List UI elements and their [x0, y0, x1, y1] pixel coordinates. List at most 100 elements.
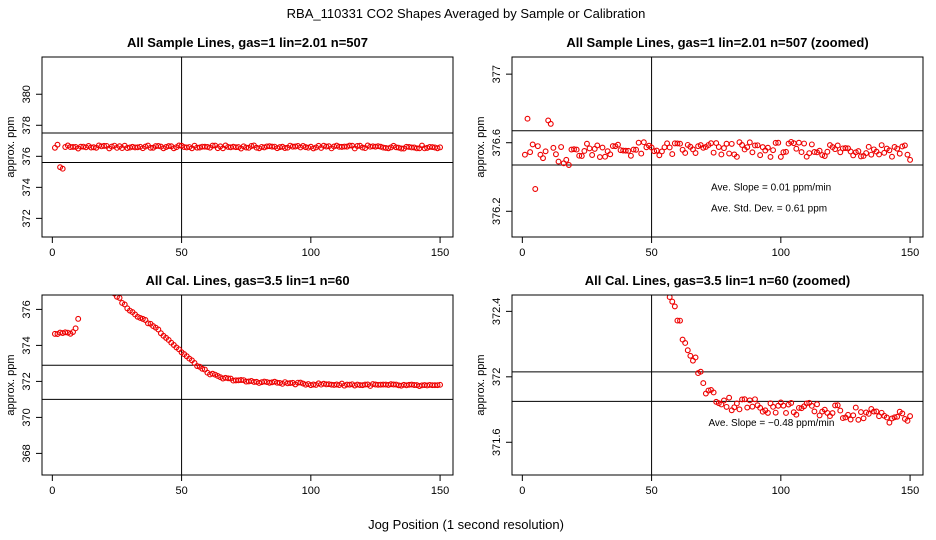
panel-3-points [666, 295, 914, 426]
panel-2-point-77 [251, 379, 257, 385]
panel-2-point-83 [266, 379, 273, 386]
panel-2-point-9 [75, 315, 82, 322]
panel-3-point-72 [852, 404, 859, 411]
panel-1-point-107 [798, 149, 805, 156]
panel-3-point-23 [726, 394, 733, 401]
panel-1-title: All Sample Lines, gas=1 lin=2.01 n=507 (… [566, 35, 868, 50]
panel-sample-lines-zoomed: All Sample Lines, gas=1 lin=2.01 n=507 (… [475, 35, 924, 259]
panel-3-point-49 [793, 411, 800, 418]
panel-1-point-42 [630, 146, 637, 153]
panel-2-point-79 [256, 380, 263, 386]
panel-1-point-96 [770, 147, 777, 154]
panel-1-point-22 [578, 153, 585, 159]
panel-3-point-27 [736, 406, 743, 413]
panel-0-point-22 [108, 143, 115, 150]
panel-0-ytick-label-1: 374 [21, 178, 33, 196]
panel-3-point-88 [894, 413, 901, 420]
panel-3-point-90 [899, 410, 906, 417]
panel-0-points [51, 141, 444, 172]
panel-1-point-61 [679, 146, 686, 153]
panel-1-point-36 [615, 141, 621, 148]
panel-3-point-50 [795, 404, 802, 411]
panel-3-point-56 [811, 408, 818, 415]
panel-1-point-14 [558, 144, 565, 150]
panel-1-point-55 [664, 140, 671, 147]
panel-2-point-18 [99, 280, 104, 285]
panel-1-point-53 [658, 148, 665, 155]
panel-3-point-65 [834, 402, 841, 409]
panel-0-point-134 [398, 145, 405, 152]
panel-0-point-146 [429, 144, 436, 150]
panel-1-ytick-label-2: 377 [491, 65, 503, 83]
panel-1-point-108 [801, 140, 808, 147]
panel-3-point-42 [775, 402, 782, 409]
panel-0-ytick-label-3: 378 [21, 116, 33, 134]
panel-1-point-12 [552, 151, 559, 158]
panel-0-ytick-label-4: 380 [21, 85, 33, 103]
panel-3-ytick-label-0: 371.6 [491, 429, 503, 457]
panel-0-point-148 [434, 145, 441, 152]
panel-2-point-67 [225, 375, 232, 382]
panel-3-point-22 [723, 403, 730, 410]
panel-3-ylabel: approx. ppm [475, 354, 487, 415]
panel-0-point-61 [209, 142, 216, 149]
panel-1-point-28 [594, 142, 601, 149]
panel-0-point-125 [375, 143, 381, 150]
panel-3-point-12 [697, 368, 704, 375]
panel-0-ytick-label-0: 372 [21, 209, 33, 227]
panel-1-point-57 [669, 151, 676, 158]
panel-3-xtick-label-0: 0 [519, 485, 525, 497]
panel-1-point-89 [752, 142, 758, 149]
panel-1-point-84 [739, 142, 746, 148]
panel-3-point-85 [886, 419, 893, 426]
panel-1-point-145 [896, 150, 903, 157]
panel-3-point-64 [832, 402, 839, 409]
panel-3-point-73 [855, 416, 862, 423]
panel-2-plot-box [41, 294, 454, 476]
panel-0-point-119 [359, 144, 366, 151]
panel-3-point-43 [777, 399, 784, 406]
panel-3-point-58 [816, 412, 823, 419]
panel-1-point-44 [635, 139, 642, 146]
panel-1-point-121 [834, 142, 841, 149]
panel-3-point-8 [687, 352, 694, 359]
panel-1-point-13 [555, 158, 562, 165]
panel-1-point-148 [904, 151, 911, 158]
panel-1-point-117 [824, 148, 831, 155]
panel-1-point-5 [534, 143, 541, 150]
panel-0-xtick-label-3: 150 [431, 247, 449, 259]
panel-2-points [51, 280, 444, 389]
panel-1-point-43 [633, 146, 640, 153]
panel-3-point-61 [824, 409, 831, 416]
panel-1-point-124 [842, 145, 849, 151]
panel-3-point-9 [689, 357, 696, 364]
panel-2-ytick-label-0: 368 [21, 444, 33, 462]
panel-1-point-101 [783, 148, 789, 155]
panel-1-point-62 [682, 150, 689, 156]
panel-1-point-106 [795, 139, 802, 146]
panel-3-reference-lines [512, 295, 923, 475]
panel-0-point-48 [176, 142, 182, 149]
panel-3-annotation-0: Ave. Slope = −0.48 ppm/min [708, 418, 834, 429]
panel-1-point-31 [602, 153, 609, 160]
panel-3-point-80 [873, 408, 880, 415]
panel-0-point-81 [261, 144, 268, 151]
panel-3-plot-box [511, 294, 924, 476]
panel-2-point-27 [121, 301, 128, 308]
panel-0-xtick-label-1: 50 [175, 247, 187, 259]
panel-1-point-46 [640, 139, 647, 146]
panel-3-point-38 [764, 409, 771, 416]
panel-0-point-117 [354, 143, 361, 149]
panel-2-point-132 [393, 381, 400, 388]
panel-2-point-16 [94, 282, 99, 287]
panel-1-point-33 [607, 151, 614, 158]
panel-1-point-73 [710, 149, 717, 156]
panel-2-ylabel: approx. ppm [5, 354, 17, 415]
panel-1-point-99 [777, 153, 784, 160]
panel-3-point-67 [839, 415, 846, 422]
panel-1-point-3 [529, 141, 536, 148]
panel-2-point-0 [51, 330, 58, 337]
figure-xlabel: Jog Position (1 second resolution) [368, 517, 564, 532]
panel-1-point-82 [733, 153, 740, 160]
